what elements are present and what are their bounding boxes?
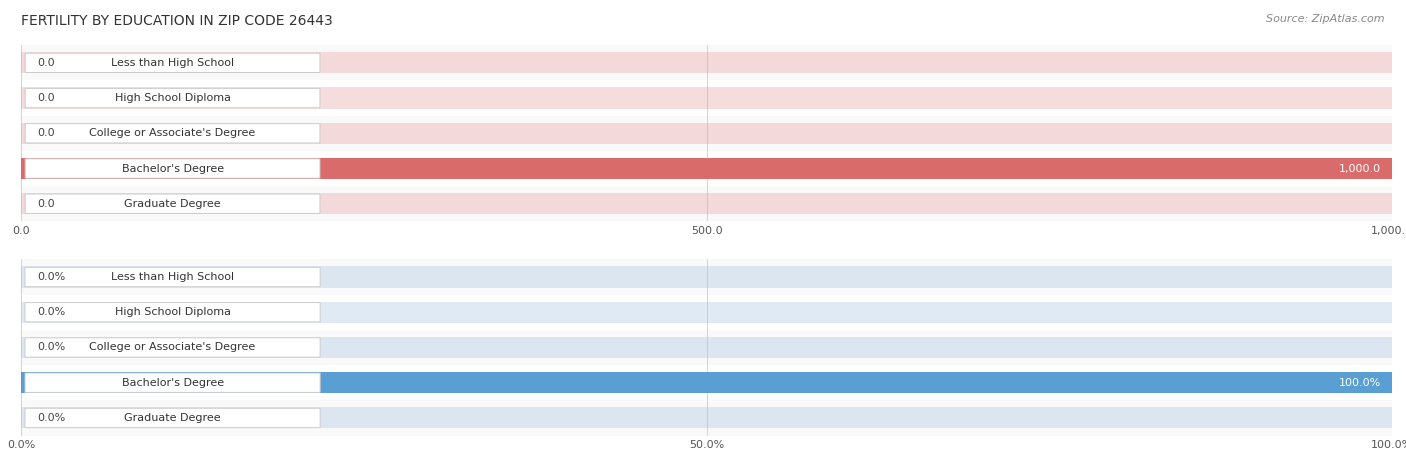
Bar xyxy=(21,158,1392,179)
FancyBboxPatch shape xyxy=(25,159,321,178)
Bar xyxy=(21,295,1392,330)
FancyBboxPatch shape xyxy=(25,124,321,143)
Text: Bachelor's Degree: Bachelor's Degree xyxy=(121,163,224,174)
Text: High School Diploma: High School Diploma xyxy=(114,93,231,103)
Text: High School Diploma: High School Diploma xyxy=(114,307,231,317)
Text: 0.0: 0.0 xyxy=(38,58,55,68)
Text: 0.0%: 0.0% xyxy=(38,342,66,353)
Text: 0.0%: 0.0% xyxy=(38,413,66,423)
Bar xyxy=(21,267,1392,288)
FancyBboxPatch shape xyxy=(25,408,321,427)
Text: Source: ZipAtlas.com: Source: ZipAtlas.com xyxy=(1267,14,1385,24)
FancyBboxPatch shape xyxy=(25,89,321,108)
Text: Less than High School: Less than High School xyxy=(111,272,235,282)
Bar xyxy=(21,193,1392,214)
Text: 1,000.0: 1,000.0 xyxy=(1339,163,1381,174)
Text: Graduate Degree: Graduate Degree xyxy=(124,198,221,209)
FancyBboxPatch shape xyxy=(25,53,321,72)
Text: 0.0: 0.0 xyxy=(38,198,55,209)
Bar xyxy=(21,330,1392,365)
Bar xyxy=(21,116,1392,151)
Bar xyxy=(21,186,1392,221)
Text: Graduate Degree: Graduate Degree xyxy=(124,413,221,423)
Text: 0.0%: 0.0% xyxy=(38,307,66,317)
Text: 0.0: 0.0 xyxy=(38,93,55,103)
Bar xyxy=(21,45,1392,80)
Bar xyxy=(21,151,1392,186)
Bar xyxy=(21,400,1392,436)
FancyBboxPatch shape xyxy=(25,303,321,322)
Bar xyxy=(21,365,1392,400)
FancyBboxPatch shape xyxy=(25,373,321,392)
Bar xyxy=(21,88,1392,109)
Text: Less than High School: Less than High School xyxy=(111,58,235,68)
Bar xyxy=(21,259,1392,295)
Bar xyxy=(21,372,1392,393)
Text: FERTILITY BY EDUCATION IN ZIP CODE 26443: FERTILITY BY EDUCATION IN ZIP CODE 26443 xyxy=(21,14,333,28)
Bar xyxy=(21,372,1392,393)
FancyBboxPatch shape xyxy=(25,268,321,287)
Bar xyxy=(21,52,1392,73)
Text: 0.0%: 0.0% xyxy=(38,272,66,282)
Bar xyxy=(21,337,1392,358)
Bar xyxy=(21,302,1392,323)
FancyBboxPatch shape xyxy=(25,194,321,213)
Bar xyxy=(21,158,1392,179)
Text: 0.0: 0.0 xyxy=(38,128,55,139)
Bar xyxy=(21,80,1392,116)
Text: 100.0%: 100.0% xyxy=(1339,377,1381,388)
Text: Bachelor's Degree: Bachelor's Degree xyxy=(121,377,224,388)
Text: College or Associate's Degree: College or Associate's Degree xyxy=(90,342,256,353)
FancyBboxPatch shape xyxy=(25,338,321,357)
Bar xyxy=(21,407,1392,428)
Text: College or Associate's Degree: College or Associate's Degree xyxy=(90,128,256,139)
Bar xyxy=(21,123,1392,144)
